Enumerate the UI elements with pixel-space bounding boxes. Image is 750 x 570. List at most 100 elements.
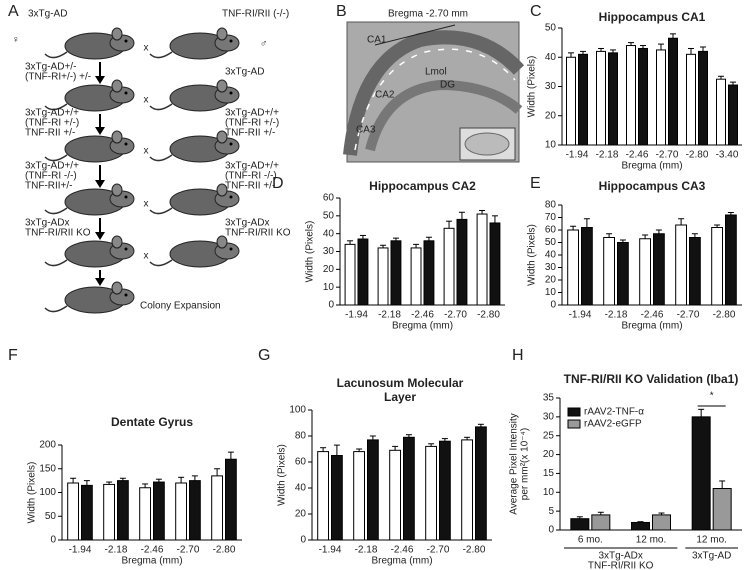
x-tick-label: -2.80 (686, 150, 709, 161)
panel-label: B (336, 3, 347, 20)
y-tick-label: 50 (545, 23, 557, 34)
cross: x (144, 251, 149, 262)
mouse-ear (111, 79, 123, 93)
chart-title: Hippocampus CA2 (369, 179, 476, 193)
mouse-ear (216, 183, 228, 197)
genotype-label: 3xTg-AD+/+ (25, 108, 79, 119)
mouse-ear (216, 130, 228, 144)
x-tick-label: -2.70 (177, 545, 200, 556)
y-axis-label: Average Pixel Intensity (509, 413, 520, 515)
mouse-tail (149, 259, 173, 267)
arrow-head (95, 180, 105, 188)
genotype-label: 3xTg-AD+/- (25, 62, 76, 73)
y-tick-label: 60 (545, 225, 557, 236)
x-tick-label: -2.80 (477, 310, 500, 321)
legend-swatch (567, 407, 581, 417)
mouse-tail (44, 259, 68, 267)
bar (638, 47, 648, 146)
y-tick-label: 0 (300, 535, 306, 546)
y-axis-label: Width (Pixels) (27, 462, 38, 524)
region-label: DG (440, 80, 455, 91)
bar (367, 439, 379, 541)
bar (581, 227, 593, 306)
x-tick-label: -1.94 (566, 150, 589, 161)
genotype-label: 3xTg-AD+/+ (225, 161, 279, 172)
bar (103, 483, 115, 541)
significance-star: * (710, 391, 714, 402)
genotype-label: 3xTg-ADx (225, 218, 269, 229)
y-tick-label: 5 (548, 506, 554, 517)
bar (716, 78, 726, 146)
y-tick-label: 0 (50, 535, 56, 546)
bar (578, 53, 588, 146)
mouse-eye (124, 91, 128, 95)
bar (410, 247, 422, 306)
bar (608, 52, 618, 146)
bar (117, 480, 129, 541)
mouse-ear (111, 235, 123, 249)
panel-label: A (8, 3, 19, 20)
y-axis-label: per mm²(x 10⁻⁴) (520, 428, 531, 500)
image-title: Bregma -2.70 mm (388, 9, 468, 20)
y-tick-label: 25 (543, 430, 555, 441)
chart-title: Dentate Gyrus (111, 415, 193, 429)
x-tick-label: -2.70 (427, 545, 450, 556)
x-tick-label: 6 mo. (578, 535, 603, 546)
cross: x (144, 95, 149, 106)
x-tick-label: 12 mo. (696, 535, 727, 546)
bar (591, 514, 611, 531)
panel-label: H (512, 347, 524, 364)
genotype-label: 3xTg-AD+/+ (25, 161, 79, 172)
arrow-head (95, 76, 105, 84)
mouse-eye (229, 39, 233, 43)
chart-title: Hippocampus CA3 (599, 179, 706, 193)
sex-symbol: ♀ (12, 35, 20, 46)
bar (626, 45, 636, 146)
y-tick-label: 80 (545, 200, 557, 211)
mouse-eye (124, 247, 128, 251)
cross: x (144, 43, 149, 54)
y-tick-label: 60 (295, 457, 307, 468)
mouse-tail (149, 51, 173, 59)
x-tick-label: -2.46 (141, 545, 164, 556)
bar (567, 229, 580, 306)
tissue-band (365, 79, 523, 152)
y-tick-label: 30 (545, 81, 557, 92)
group-label: 3xTg-AD (692, 551, 731, 562)
y-tick-label: 50 (545, 237, 557, 248)
bar (175, 482, 187, 541)
y-tick-label: 20 (323, 264, 335, 275)
x-axis-label: Bregma (mm) (621, 161, 682, 172)
y-tick-label: 200 (39, 440, 56, 451)
x-tick-label: -2.46 (411, 310, 434, 321)
y-tick-label: 100 (289, 405, 306, 416)
bar (712, 488, 732, 531)
mouse-eye (229, 91, 233, 95)
group-label: TNF-RI/RII KO (588, 561, 654, 570)
bar (689, 237, 701, 306)
genotype-label: (TNF-RI +/-) (225, 118, 279, 129)
mouse-tail (44, 103, 68, 111)
x-tick-label: -1.94 (569, 310, 592, 321)
y-tick-label: 80 (295, 431, 307, 442)
bar (211, 475, 223, 541)
y-tick-label: 40 (323, 228, 335, 239)
mouse-tail (44, 154, 68, 162)
mouse-tail (44, 51, 68, 59)
x-tick-label: -1.94 (319, 545, 342, 556)
legend-label: rAAV2-eGFP (584, 419, 642, 430)
bar (668, 37, 678, 146)
bar (377, 247, 389, 306)
panel-label: D (272, 175, 284, 192)
mouse-tail (149, 103, 173, 111)
y-tick-label: 100 (39, 487, 56, 498)
y-tick-label: 35 (543, 393, 555, 404)
chart-title: Hippocampus CA1 (599, 10, 706, 24)
bar (566, 56, 576, 146)
x-axis-label: Bregma (mm) (392, 321, 453, 332)
x-tick-label: -2.18 (596, 150, 619, 161)
y-axis-label: Width (Pixels) (527, 224, 538, 286)
bar (456, 218, 468, 306)
bar (344, 243, 356, 306)
